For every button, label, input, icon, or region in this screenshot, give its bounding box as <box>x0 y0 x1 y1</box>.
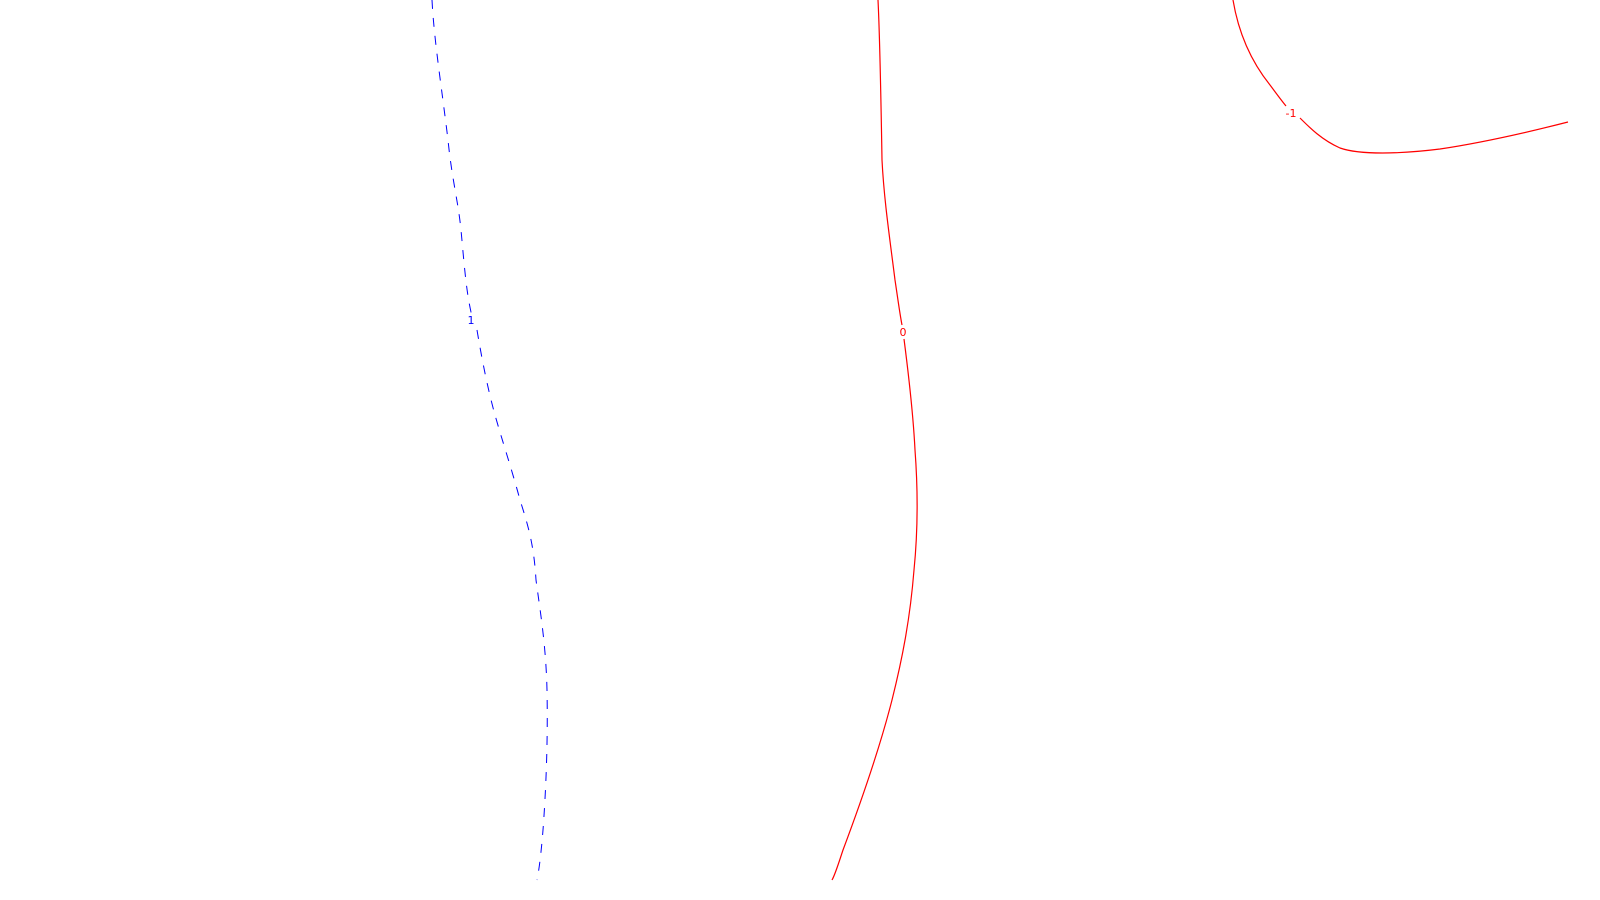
contour-line-level-0 <box>877 0 903 326</box>
contour-label-level-neg1: -1 <box>1286 107 1297 120</box>
contour-label-level-1: 1 <box>468 314 475 327</box>
contour-line-level-0-lower <box>831 338 918 881</box>
contour-line-level-1-lower <box>476 329 548 881</box>
contour-line-level-1 <box>431 0 474 319</box>
contour-line-level-neg1 <box>1232 0 1287 107</box>
contour-label-level-0: 0 <box>900 326 907 339</box>
contour-line-level-neg1-right <box>1299 117 1569 154</box>
